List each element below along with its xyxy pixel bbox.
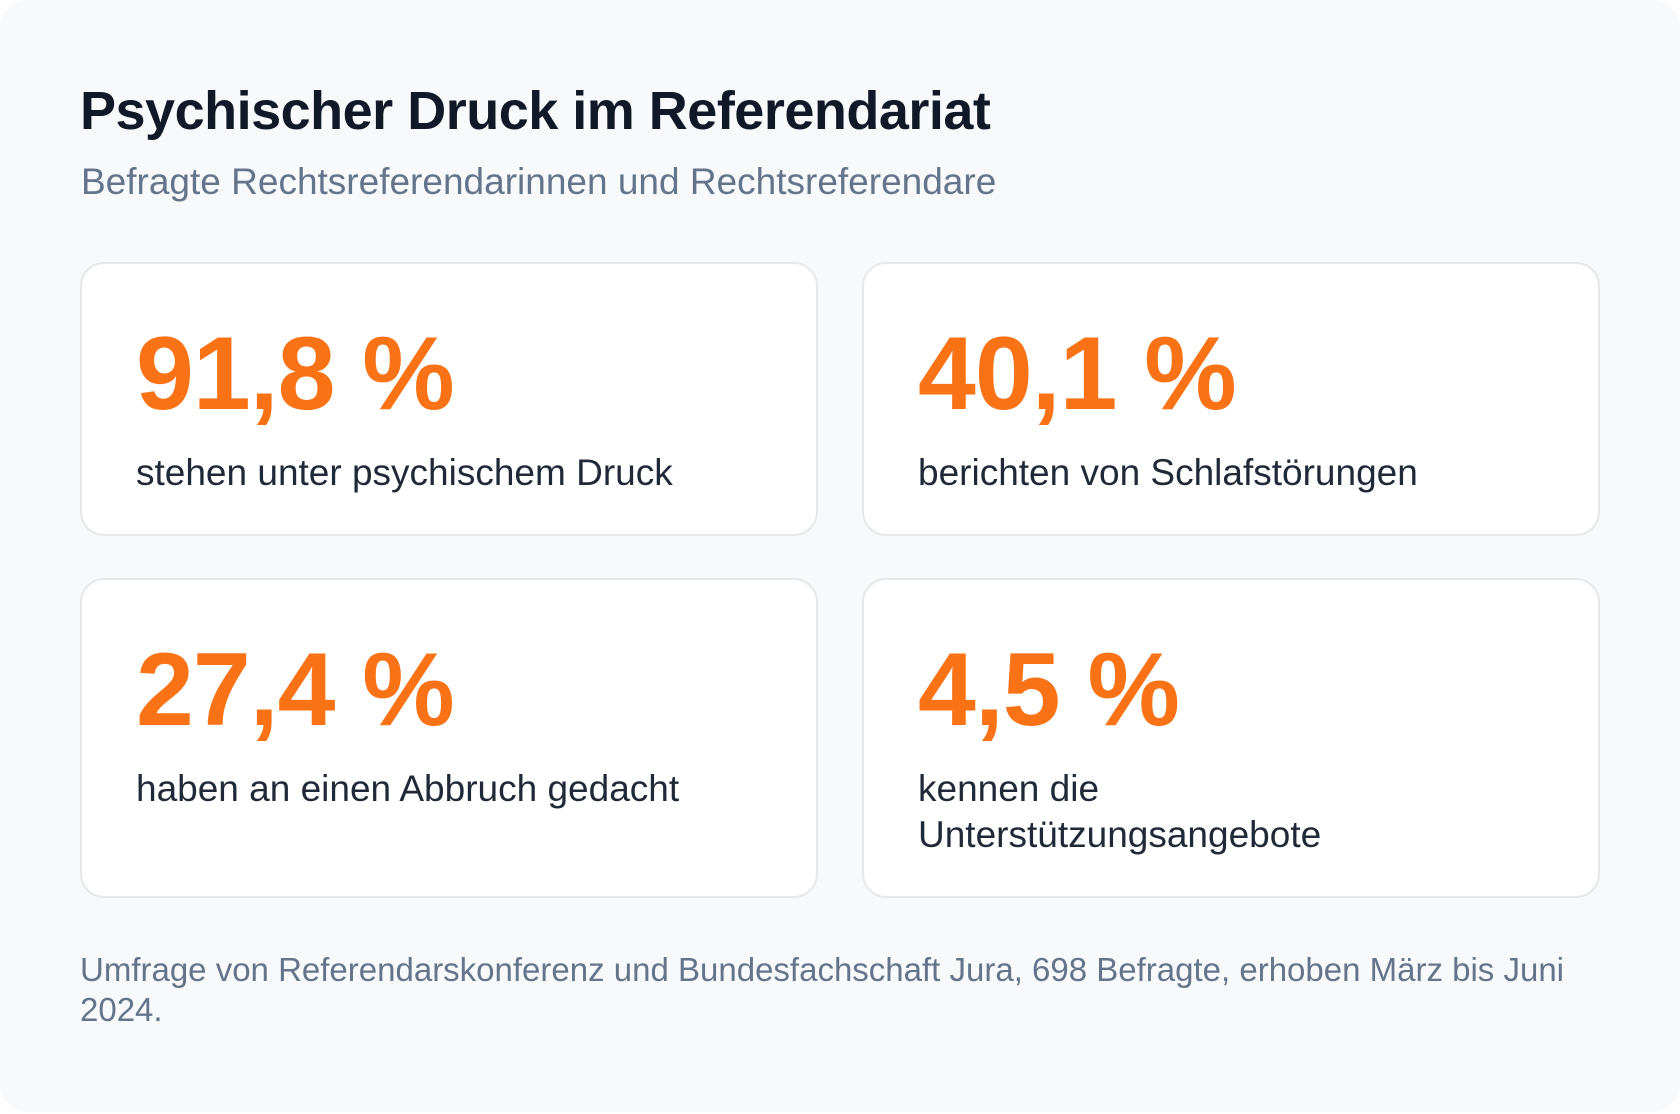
stat-card-sleep-disorders: 40,1 % berichten von Schlafstörungen: [862, 262, 1600, 536]
stat-card-support-awareness: 4,5 % kennen die Unterstützungsangebote: [862, 578, 1600, 898]
stat-value: 27,4 %: [136, 632, 455, 748]
stat-label: berichten von Schlafstörungen: [918, 452, 1418, 493]
stats-grid: 91,8 % stehen unter psychischem Druck 40…: [80, 262, 1600, 898]
stat-label: haben an einen Abbruch gedacht: [136, 768, 680, 809]
stat-label: stehen unter psychischem Druck: [136, 452, 673, 493]
stat-label: kennen die Unterstützungsangebote: [918, 768, 1322, 855]
stat-card-psychological-pressure: 91,8 % stehen unter psychischem Druck: [80, 262, 818, 536]
stat-value: 91,8 %: [136, 316, 455, 432]
stat-card-dropout-thoughts: 27,4 % haben an einen Abbruch gedacht: [80, 578, 818, 898]
source-footnote: Umfrage von Referendarskonferenz und Bun…: [80, 951, 1565, 1028]
stat-value: 4,5 %: [918, 632, 1180, 748]
page-title: Psychischer Druck im Referendariat: [80, 81, 991, 141]
stat-value: 40,1 %: [918, 316, 1237, 432]
page-subtitle: Befragte Rechtsreferendarinnen und Recht…: [81, 161, 997, 202]
